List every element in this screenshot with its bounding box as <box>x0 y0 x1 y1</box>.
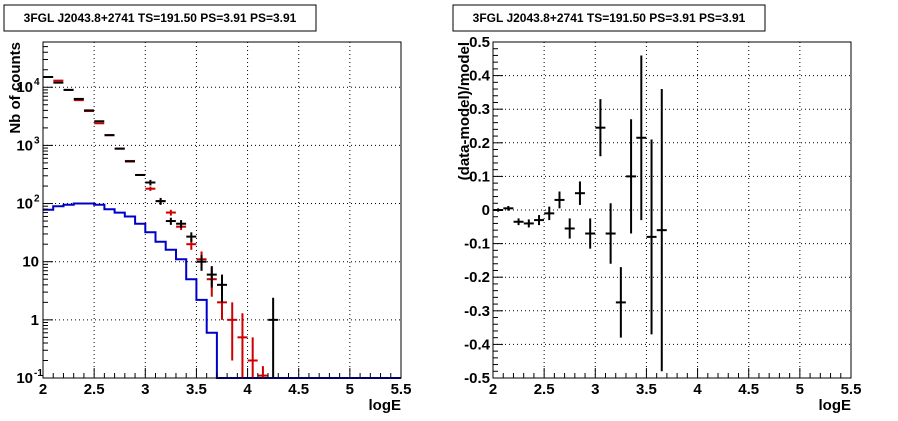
residuals-gridlines <box>493 42 851 378</box>
counts-x-tick-label: 4.5 <box>288 381 309 398</box>
counts-title-box <box>3 4 317 32</box>
counts-x-tick-label: 2 <box>39 381 47 398</box>
counts-x-tick-label: 3.5 <box>186 381 207 398</box>
counts-x-axis-label: logE <box>369 397 402 414</box>
counts-y-tick-label: 10 <box>16 370 33 387</box>
residuals-y-tick-label: 0 <box>482 202 490 219</box>
counts-y-tick-label: 10 <box>16 137 33 154</box>
residuals-y-axis-label: (data-model)/model <box>456 42 473 180</box>
model-counts-points <box>43 76 268 378</box>
residuals-y-tick-label: 0.1 <box>469 168 490 185</box>
residuals-y-tick-label: -0.3 <box>464 303 490 320</box>
counts-x-tick-label: 5 <box>346 381 354 398</box>
data-counts-points <box>43 76 279 378</box>
residuals-panel: 3FGL J2043.8+2741 TS=191.50 PS=3.91 PS=3… <box>452 4 861 414</box>
residuals-x-tick-label: 2 <box>489 381 497 398</box>
residuals-y-tick-label: -0.5 <box>464 370 490 387</box>
counts-x-tick-label: 3 <box>141 381 149 398</box>
residuals-x-tick-label: 5 <box>796 381 804 398</box>
counts-y-tick-label: 10 <box>16 79 33 96</box>
counts-y-tick-exponent: -1 <box>34 368 43 379</box>
counts-y-tick-label: 10 <box>22 254 39 271</box>
counts-x-tick-label: 2.5 <box>84 381 105 398</box>
counts-title: 3FGL J2043.8+2741 TS=191.50 PS=3.91 PS=3… <box>24 11 297 25</box>
counts-y-tick-label: 10 <box>16 196 33 213</box>
residuals-y-tick-label: 0.4 <box>469 68 491 85</box>
residuals-x-tick-label: 3.5 <box>636 381 657 398</box>
residuals-x-tick-label: 2.5 <box>534 381 555 398</box>
residuals-x-tick-label: 4.5 <box>738 381 759 398</box>
counts-y-axis-label: Nb of counts <box>7 42 24 134</box>
residuals-x-tick-label: 3 <box>591 381 599 398</box>
residuals-y-tick-label: 0.2 <box>469 135 490 152</box>
residuals-y-tick-label: -0.2 <box>464 269 490 286</box>
residuals-x-tick-label: 5.5 <box>841 381 862 398</box>
counts-x-tick-label: 5.5 <box>391 381 412 398</box>
residuals-y-tick-label: -0.1 <box>464 236 490 253</box>
residuals-y-tick-label: -0.4 <box>464 336 491 353</box>
counts-plot-frame <box>42 41 402 379</box>
counts-gridlines <box>43 42 401 378</box>
residuals-axis-ticks: 2 2.5 3 3.5 4 4.5 5 5.5 0.5 0.4 0.3 0.2 0.1 0 -0.1 -0.2… <box>464 34 861 398</box>
residuals-x-axis-label: logE <box>819 397 852 414</box>
counts-x-tick-label: 4 <box>243 381 252 398</box>
residuals-x-tick-label: 4 <box>693 381 702 398</box>
residual-points <box>493 55 667 372</box>
counts-y-tick-exponent: 4 <box>34 77 40 88</box>
counts-panel: 3FGL J2043.8+2741 TS=191.50 PS=3.91 PS=3… <box>3 4 412 414</box>
residuals-y-tick-label: 0.5 <box>469 34 490 51</box>
residuals-title-box <box>452 4 766 32</box>
counts-y-tick-exponent: 3 <box>34 135 40 146</box>
residuals-y-tick-label: 0.3 <box>469 101 490 118</box>
residuals-title: 3FGL J2043.8+2741 TS=191.50 PS=3.91 PS=3… <box>473 11 746 25</box>
counts-y-tick-exponent: 2 <box>34 194 40 205</box>
counts-y-tick-label: 1 <box>31 312 39 329</box>
